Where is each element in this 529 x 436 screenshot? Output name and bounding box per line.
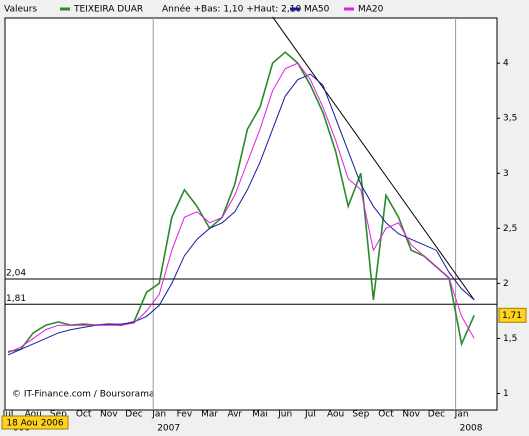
x-tick-label: Avr: [227, 410, 242, 420]
x-tick-label: Nov: [100, 410, 118, 420]
x-tick-label: Jul: [304, 410, 316, 420]
start-date: 18 Aou 2006: [6, 419, 64, 429]
x-tick-label: Mar: [201, 410, 218, 420]
range-note: Année +Bas: 1,10 +Haut: 2,10: [162, 4, 301, 15]
level-label: 1,81: [6, 294, 26, 304]
legend-label: TEIXEIRA DUAR: [73, 5, 143, 15]
level-label: 2,04: [6, 268, 26, 278]
last-value-box: [498, 307, 527, 323]
y-tick-label: 2: [503, 279, 509, 289]
x-tick-label: Dec: [428, 410, 445, 420]
x-tick-label: Jan: [454, 410, 469, 420]
y-tick-label: 3,5: [503, 114, 517, 124]
x-tick-label: Jun: [277, 410, 292, 420]
x-tick-label: Oct: [76, 410, 92, 420]
year-label: 2008: [460, 424, 483, 434]
x-tick-label: Sep: [50, 410, 67, 420]
x-tick-label: Nov: [402, 410, 420, 420]
x-tick-label: Jan: [151, 410, 166, 420]
date-box: [1, 415, 69, 430]
y-tick-label: 3: [503, 169, 509, 179]
x-tick-label: Aou: [25, 410, 42, 420]
y-tick-label: 1,5: [503, 334, 517, 344]
series-line: [7, 51, 475, 353]
x-tick-label: Oct: [378, 410, 394, 420]
credit: © IT-Finance.com / Boursorama: [12, 390, 154, 400]
trend-line: [272, 16, 475, 301]
x-tick-label: Mai: [252, 410, 268, 420]
x-tick-label: Dec: [125, 410, 142, 420]
x-tick-label: Sep: [352, 410, 369, 420]
year-label: 2007: [157, 424, 180, 434]
y-tick-label: 1: [503, 389, 509, 399]
y-tick-label: 2,5: [503, 224, 517, 234]
x-tick-label: Jul: [2, 410, 14, 420]
x-tick-label: Aou: [327, 410, 344, 420]
legend-label: Valeurs: [4, 5, 37, 15]
legend-label: MA50: [304, 5, 330, 15]
plot-area: [4, 17, 498, 411]
legend-label: MA20: [358, 5, 384, 15]
y-tick-label: 4: [503, 59, 509, 69]
series-line: [7, 62, 475, 354]
series-line: [7, 73, 475, 356]
last-value-label: 1,71: [502, 311, 522, 321]
x-tick-label: Fev: [177, 410, 193, 420]
